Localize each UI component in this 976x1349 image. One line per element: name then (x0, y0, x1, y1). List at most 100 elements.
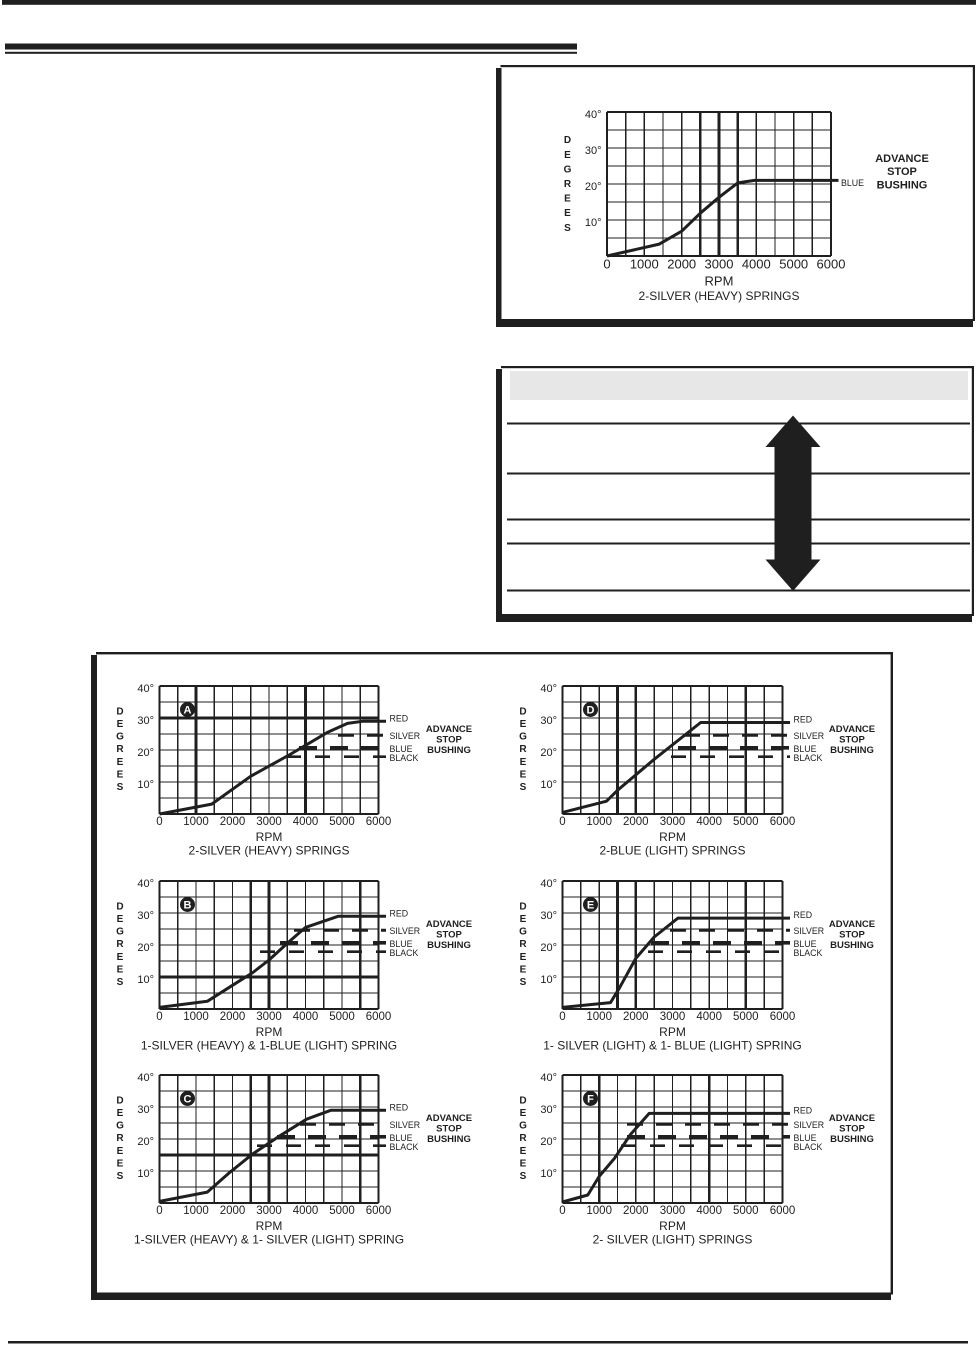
svg-text:ADVANCE: ADVANCE (829, 919, 875, 930)
svg-text:RPM: RPM (659, 830, 686, 844)
svg-text:5000: 5000 (329, 1205, 355, 1217)
svg-text:G: G (116, 1121, 124, 1132)
svg-text:0: 0 (559, 816, 565, 828)
svg-text:STOP: STOP (839, 930, 865, 941)
svg-text:BUSHING: BUSHING (830, 745, 874, 756)
svg-text:20°: 20° (137, 1136, 154, 1148)
svg-text:2000: 2000 (623, 1011, 649, 1023)
svg-text:BUSHING: BUSHING (877, 179, 928, 191)
svg-text:RED: RED (794, 715, 813, 725)
svg-text:0: 0 (156, 1205, 162, 1217)
svg-text:0: 0 (559, 1011, 565, 1023)
svg-text:S: S (520, 977, 527, 988)
svg-text:S: S (117, 1171, 124, 1182)
svg-text:S: S (564, 223, 571, 234)
svg-text:3000: 3000 (256, 1011, 282, 1023)
svg-text:4000: 4000 (293, 1205, 319, 1217)
svg-text:E: E (520, 769, 527, 780)
svg-text:2-SILVER (HEAVY) SPRINGS: 2-SILVER (HEAVY) SPRINGS (639, 289, 800, 303)
svg-text:3000: 3000 (705, 257, 734, 272)
svg-text:STOP: STOP (839, 1124, 865, 1135)
svg-text:E: E (520, 952, 527, 963)
svg-text:ADVANCE: ADVANCE (829, 1113, 875, 1124)
svg-text:BUSHING: BUSHING (830, 1134, 874, 1145)
svg-text:E: E (564, 194, 571, 205)
svg-text:2000: 2000 (220, 1011, 246, 1023)
svg-text:STOP: STOP (436, 735, 462, 746)
svg-text:BUSHING: BUSHING (830, 940, 874, 951)
svg-text:6000: 6000 (770, 816, 796, 828)
svg-text:BLUE: BLUE (794, 1133, 817, 1143)
svg-text:5000: 5000 (733, 1205, 759, 1217)
svg-text:D: D (116, 901, 123, 912)
svg-text:20°: 20° (540, 747, 557, 759)
svg-text:BLUE: BLUE (794, 939, 817, 949)
svg-text:0: 0 (603, 257, 610, 272)
svg-text:D: D (519, 706, 526, 717)
svg-text:SILVER: SILVER (794, 926, 825, 936)
svg-text:BLACK: BLACK (390, 1142, 419, 1152)
svg-text:E: E (520, 1108, 527, 1119)
svg-text:A: A (184, 704, 192, 716)
svg-text:E: E (117, 952, 124, 963)
svg-text:E: E (564, 150, 571, 161)
svg-text:6000: 6000 (770, 1205, 796, 1217)
svg-text:1000: 1000 (183, 816, 209, 828)
svg-text:5000: 5000 (329, 1011, 355, 1023)
svg-text:F: F (587, 1093, 594, 1105)
svg-text:40°: 40° (540, 1072, 557, 1084)
svg-text:STOP: STOP (436, 930, 462, 941)
svg-text:2- SILVER (LIGHT) SPRINGS: 2- SILVER (LIGHT) SPRINGS (593, 1233, 753, 1247)
svg-text:STOP: STOP (839, 735, 865, 746)
svg-text:STOP: STOP (887, 166, 917, 178)
svg-text:10°: 10° (137, 1168, 154, 1180)
svg-text:6000: 6000 (366, 1011, 392, 1023)
svg-text:E: E (117, 769, 124, 780)
svg-text:1000: 1000 (586, 1205, 612, 1217)
svg-text:1000: 1000 (586, 816, 612, 828)
svg-text:ADVANCE: ADVANCE (426, 1113, 472, 1124)
svg-text:30°: 30° (137, 1104, 154, 1116)
svg-text:3000: 3000 (660, 1205, 686, 1217)
svg-text:6000: 6000 (366, 816, 392, 828)
svg-text:2000: 2000 (667, 257, 696, 272)
svg-text:BUSHING: BUSHING (427, 745, 471, 756)
svg-text:40°: 40° (540, 683, 557, 695)
svg-text:20°: 20° (540, 942, 557, 954)
svg-text:BLUE: BLUE (390, 744, 413, 754)
svg-text:E: E (520, 719, 527, 730)
svg-text:BLACK: BLACK (794, 1142, 823, 1152)
svg-text:E: E (117, 1158, 124, 1169)
svg-text:E: E (520, 964, 527, 975)
svg-text:4000: 4000 (696, 1011, 722, 1023)
svg-text:D: D (519, 1095, 526, 1106)
svg-text:R: R (519, 939, 527, 950)
svg-text:20°: 20° (540, 1136, 557, 1148)
svg-text:ADVANCE: ADVANCE (875, 153, 929, 165)
svg-text:1-SILVER (HEAVY) & 1-BLUE (LIG: 1-SILVER (HEAVY) & 1-BLUE (LIGHT) SPRING (141, 1039, 397, 1053)
svg-text:30°: 30° (540, 1104, 557, 1116)
svg-text:R: R (116, 1133, 124, 1144)
svg-text:RED: RED (794, 1106, 813, 1116)
svg-text:BLUE: BLUE (390, 939, 413, 949)
svg-text:SILVER: SILVER (390, 731, 421, 741)
svg-text:0: 0 (559, 1205, 565, 1217)
svg-text:E: E (117, 1108, 124, 1119)
svg-text:D: D (587, 704, 595, 716)
svg-text:D: D (116, 706, 123, 717)
svg-text:D: D (519, 901, 526, 912)
svg-text:E: E (117, 719, 124, 730)
svg-text:ADVANCE: ADVANCE (426, 919, 472, 930)
svg-text:2000: 2000 (220, 816, 246, 828)
svg-text:30°: 30° (137, 910, 154, 922)
svg-text:2-SILVER (HEAVY) SPRINGS: 2-SILVER (HEAVY) SPRINGS (189, 844, 350, 858)
svg-text:SILVER: SILVER (390, 1120, 421, 1130)
svg-text:1000: 1000 (183, 1205, 209, 1217)
svg-text:10°: 10° (540, 779, 557, 791)
svg-text:BUSHING: BUSHING (427, 940, 471, 951)
svg-text:10°: 10° (137, 974, 154, 986)
svg-text:20°: 20° (585, 181, 602, 193)
svg-text:10°: 10° (585, 217, 602, 229)
svg-text:G: G (519, 1121, 527, 1132)
svg-text:SILVER: SILVER (794, 731, 825, 741)
